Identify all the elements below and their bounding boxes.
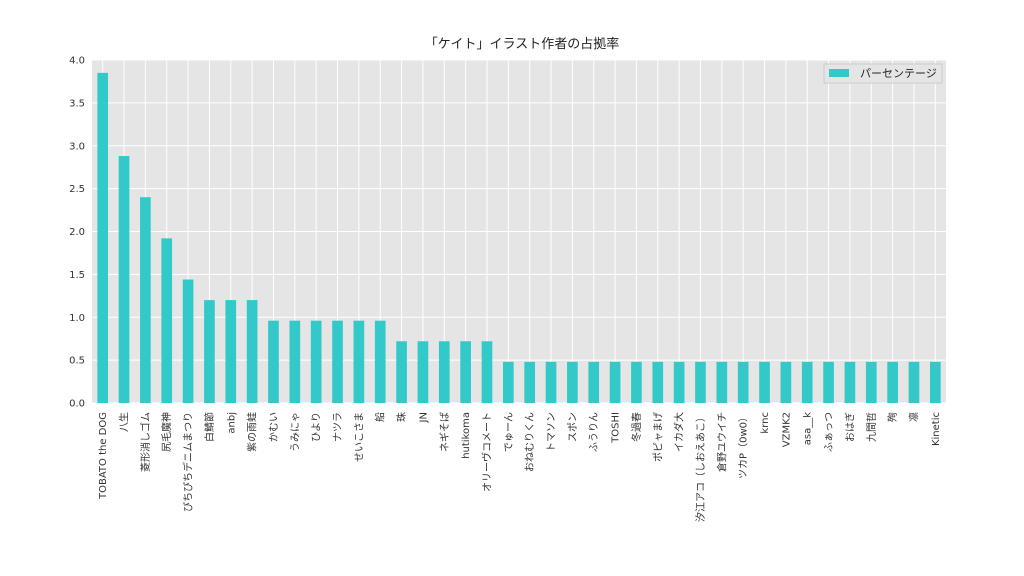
x-tick-label: スポン [567, 412, 579, 442]
bar [844, 361, 856, 403]
y-tick-label: 0.0 [69, 399, 85, 410]
y-tick-label: 3.5 [69, 98, 85, 109]
chart-title: 「ケイト」イラスト作者の占拠率 [425, 36, 619, 52]
bar [737, 361, 749, 403]
bar [673, 361, 685, 403]
bar [97, 72, 109, 404]
bar [631, 361, 642, 403]
bar [374, 320, 386, 403]
bar [161, 238, 173, 403]
x-axis: TOBATO the DOG 八生 菱形消しゴム 尻毛魔神 ぴちぴちデニムまつり 白鯖節 a… [98, 412, 942, 522]
x-tick-label: ぴちぴちデニムまつり [182, 412, 195, 512]
bar [182, 279, 194, 403]
x-tick-label: ポピャまげ [652, 412, 664, 462]
y-tick-label: 4.0 [69, 56, 85, 67]
bar [567, 361, 578, 403]
bar [268, 320, 279, 403]
y-axis: 0.0 0.5 1.0 1.5 2.0 2.5 3.0 3.5 4.0 [69, 56, 85, 410]
bar [652, 361, 664, 403]
bar [460, 341, 471, 403]
y-tick-label: 1.5 [69, 270, 85, 281]
x-tick-label: 殉 [886, 412, 899, 422]
x-tick-label: うみにゃ [289, 412, 301, 452]
x-tick-label: ひより [311, 412, 323, 442]
x-tick-label: ネギそば [439, 412, 451, 452]
x-tick-label: 九間哲 [866, 412, 878, 442]
bar [780, 361, 792, 403]
legend-swatch [829, 69, 849, 77]
x-tick-label: せいこさま [353, 412, 365, 462]
x-tick-label: 紫の雨蛙 [246, 412, 259, 452]
x-tick-label: おねむりくん [524, 412, 536, 472]
bar [225, 300, 237, 403]
x-tick-label: ふうりん [588, 412, 600, 452]
x-tick-label: TOBATO the DOG [98, 412, 109, 500]
legend-label: パーセンテージ [860, 67, 937, 80]
x-tick-label: VZMK2 [781, 412, 792, 447]
bar [118, 156, 130, 403]
bar [502, 361, 514, 403]
x-tick-label: ツカP（0w0） [738, 412, 750, 479]
y-tick-label: 3.0 [69, 141, 85, 152]
bar [908, 361, 920, 403]
x-tick-label: 菱形消しゴム [139, 412, 152, 472]
bar [438, 341, 450, 403]
bar [310, 320, 322, 403]
x-tick-label: おはぎ [843, 412, 856, 442]
y-tick-label: 2.0 [69, 227, 85, 238]
x-tick-label: asa__k [803, 412, 814, 445]
bar [695, 361, 706, 403]
x-tick-label: 船 [374, 412, 387, 422]
legend-box [823, 63, 943, 84]
bar [289, 320, 301, 403]
x-tick-label: TOSHI [611, 412, 622, 444]
x-tick-label: ナツラ [332, 412, 344, 442]
x-tick-label: 凛 [907, 412, 920, 422]
x-tick-label: 冬過春 [630, 412, 643, 442]
bar [204, 300, 215, 403]
x-tick-label: 汐江アコ（しおえあこ） [694, 412, 707, 522]
x-tick-label: 倉野ユウイチ [715, 412, 728, 472]
bar [865, 361, 877, 403]
bar [417, 341, 429, 403]
x-tick-label: krnc [760, 412, 771, 434]
bar [801, 361, 813, 403]
y-tick-label: 1.0 [69, 313, 85, 324]
bar [524, 361, 536, 403]
y-tick-label: 0.5 [69, 356, 85, 367]
x-tick-label: hutikoma [461, 412, 472, 459]
bar [887, 361, 898, 403]
bar [353, 320, 365, 403]
legend: パーセンテージ [823, 63, 943, 84]
bar [823, 361, 834, 403]
x-tick-label: ふぁっつ [823, 412, 835, 452]
bar [929, 361, 941, 403]
x-tick-label: Kinetic [931, 412, 942, 446]
x-tick-label: 白鯖節 [203, 412, 216, 442]
bars [97, 72, 941, 404]
bar [609, 361, 621, 403]
bar [332, 320, 343, 403]
x-tick-label: anbj [226, 412, 237, 434]
x-tick-label: オリーヴコメート [480, 412, 493, 492]
bar [140, 197, 151, 403]
x-tick-label: イカダ大 [673, 412, 686, 452]
x-tick-label: トマソン [547, 412, 558, 452]
y-tick-label: 2.5 [69, 184, 85, 195]
bar [588, 361, 600, 403]
bar [246, 300, 258, 403]
bar [396, 341, 407, 403]
bar [481, 341, 493, 403]
x-tick-label: 尻毛魔神 [160, 412, 173, 452]
x-tick-label: かむい [268, 412, 280, 442]
bar [759, 361, 770, 403]
bar [716, 361, 728, 403]
x-tick-label: 珠 [395, 412, 408, 422]
x-tick-label: でゅーん [503, 412, 515, 452]
x-tick-label: JN [418, 412, 429, 423]
bar [545, 361, 557, 403]
x-tick-label: 八生 [118, 412, 131, 432]
